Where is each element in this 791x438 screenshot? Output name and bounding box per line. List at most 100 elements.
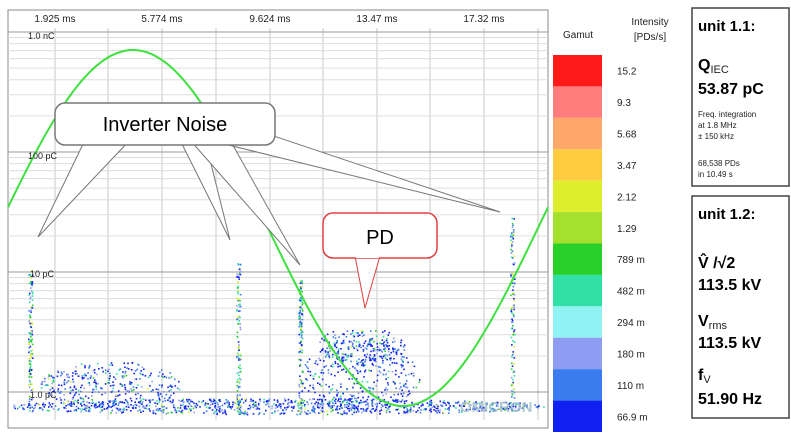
dot bbox=[150, 372, 152, 375]
dot bbox=[258, 413, 260, 416]
dot bbox=[147, 387, 149, 390]
dot bbox=[299, 379, 302, 381]
dot bbox=[126, 400, 128, 403]
dot bbox=[355, 411, 358, 413]
dot bbox=[511, 217, 514, 220]
dot bbox=[74, 399, 76, 402]
dot bbox=[512, 404, 515, 406]
dot bbox=[31, 411, 34, 413]
dot bbox=[511, 383, 514, 385]
dot bbox=[322, 394, 325, 397]
dot bbox=[74, 392, 77, 395]
dot bbox=[237, 262, 239, 265]
dot bbox=[437, 407, 439, 410]
dot bbox=[178, 388, 181, 391]
dot bbox=[320, 385, 323, 387]
dot bbox=[30, 311, 32, 313]
dot bbox=[367, 405, 370, 408]
dot bbox=[397, 408, 399, 411]
dot bbox=[355, 406, 358, 408]
dot bbox=[378, 355, 381, 358]
dot bbox=[225, 399, 228, 401]
dot bbox=[489, 410, 491, 413]
dot bbox=[157, 391, 159, 394]
dot bbox=[149, 401, 151, 403]
dot bbox=[69, 386, 72, 389]
dot bbox=[238, 276, 240, 278]
dot bbox=[95, 404, 97, 406]
dot bbox=[237, 356, 239, 359]
dot bbox=[183, 406, 186, 408]
dot bbox=[491, 407, 494, 410]
dot bbox=[307, 413, 309, 415]
dot bbox=[70, 402, 73, 405]
dot bbox=[359, 370, 362, 373]
dot bbox=[418, 381, 421, 383]
dot bbox=[332, 409, 334, 412]
dot bbox=[369, 343, 371, 345]
dot bbox=[448, 402, 450, 405]
dot bbox=[379, 372, 382, 374]
dot bbox=[348, 378, 351, 380]
dot bbox=[88, 406, 91, 409]
dot bbox=[358, 343, 361, 346]
dot bbox=[30, 306, 32, 308]
dot bbox=[362, 345, 365, 347]
dot bbox=[403, 356, 405, 358]
dot bbox=[343, 353, 345, 356]
dot bbox=[107, 382, 109, 384]
dot bbox=[385, 406, 387, 409]
dot bbox=[110, 391, 113, 393]
dot bbox=[188, 398, 190, 401]
dot bbox=[88, 402, 91, 404]
dot bbox=[87, 372, 89, 374]
dot bbox=[125, 405, 128, 408]
dot bbox=[28, 346, 31, 349]
dot bbox=[517, 409, 520, 411]
dot bbox=[30, 360, 32, 363]
dot bbox=[323, 339, 326, 341]
dot bbox=[254, 405, 257, 407]
dot bbox=[334, 337, 337, 339]
dot bbox=[300, 287, 302, 289]
dot bbox=[334, 402, 337, 404]
dot bbox=[132, 386, 135, 388]
dot bbox=[382, 394, 384, 397]
dot bbox=[99, 406, 102, 409]
dot bbox=[513, 294, 516, 296]
dot bbox=[316, 363, 319, 366]
dot bbox=[69, 410, 72, 412]
dot bbox=[50, 375, 53, 377]
dot bbox=[242, 401, 245, 404]
dot bbox=[437, 410, 440, 412]
dot bbox=[332, 363, 334, 365]
dot bbox=[279, 413, 281, 415]
dot bbox=[142, 410, 145, 413]
dot bbox=[351, 413, 354, 416]
dot bbox=[30, 326, 33, 329]
dot bbox=[298, 358, 300, 361]
dot bbox=[380, 349, 382, 351]
q-value: 53.87 pC bbox=[698, 81, 764, 98]
dot bbox=[511, 362, 513, 365]
dot bbox=[345, 358, 348, 361]
dot bbox=[301, 390, 304, 392]
dot bbox=[356, 370, 359, 372]
dot bbox=[512, 289, 514, 291]
dot bbox=[130, 404, 132, 406]
dot bbox=[118, 402, 121, 404]
dot bbox=[140, 399, 142, 402]
dot bbox=[300, 282, 303, 284]
dot bbox=[304, 411, 306, 413]
dot bbox=[496, 403, 498, 406]
dot bbox=[268, 405, 270, 408]
dot bbox=[431, 402, 433, 404]
dot bbox=[360, 408, 362, 410]
dot bbox=[349, 400, 351, 402]
dot bbox=[514, 278, 516, 280]
dot bbox=[205, 403, 208, 406]
dot bbox=[250, 398, 252, 401]
dot bbox=[512, 313, 515, 316]
dot bbox=[411, 402, 413, 405]
dot bbox=[509, 402, 511, 404]
